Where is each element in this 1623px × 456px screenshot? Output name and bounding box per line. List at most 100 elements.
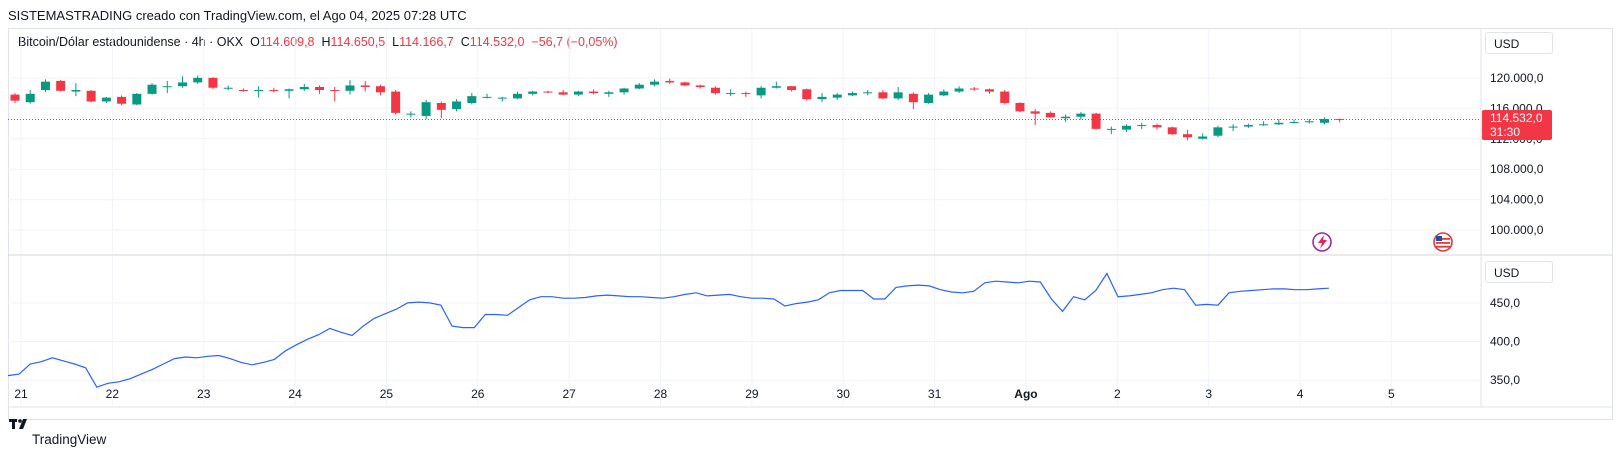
- time-tick-label: 5: [1388, 387, 1395, 401]
- candle-body: [1335, 118, 1345, 120]
- time-tick-label: 31: [928, 387, 942, 401]
- candle-body: [710, 87, 720, 94]
- candle-body: [86, 90, 96, 102]
- candle-body: [1106, 128, 1116, 130]
- candle-body: [650, 81, 660, 85]
- candle-body: [1137, 125, 1147, 127]
- candle-body: [1061, 116, 1071, 119]
- candle-body: [375, 86, 385, 93]
- candle-body: [512, 93, 522, 99]
- open-label: O: [250, 35, 260, 49]
- candle-body: [1015, 102, 1025, 112]
- symbol-name: Bitcoin/Dólar estadounidense · 4h · OKX: [18, 35, 244, 49]
- candle-body: [695, 85, 705, 87]
- time-tick-label: 25: [380, 387, 394, 401]
- candle-body: [452, 101, 462, 110]
- time-axis-ticks: 21 22 23 24 25 26 27 28 29 30 31 Ago 2 3 4 5: [14, 387, 1395, 401]
- candle-body: [589, 91, 599, 94]
- candle-body: [132, 93, 142, 105]
- candle-body: [878, 92, 888, 99]
- candle-body: [802, 89, 812, 100]
- candle-body: [771, 86, 781, 88]
- candle-body: [817, 96, 827, 100]
- candle-body: [117, 96, 127, 104]
- candle-body: [284, 89, 294, 91]
- close-value: 114.532,0: [469, 35, 525, 49]
- candle-body: [908, 93, 918, 103]
- candle-body: [1243, 125, 1253, 127]
- candle-body: [1122, 125, 1132, 130]
- us-flag-event-icon[interactable]: [1433, 232, 1453, 252]
- chart-caption: SISTEMASTRADING creado con TradingView.c…: [8, 8, 467, 23]
- candle-body: [1045, 112, 1055, 118]
- time-tick-label: 30: [837, 387, 851, 401]
- candle-body: [619, 88, 629, 93]
- indicator-tick-label: 350,0: [1490, 373, 1520, 387]
- indicator-line: [7, 272, 1329, 388]
- tradingview-logo-icon: [9, 419, 27, 429]
- candle-body: [604, 92, 614, 94]
- candle-body: [162, 86, 172, 88]
- candle-body: [497, 97, 507, 99]
- candle-body: [847, 93, 857, 96]
- candle-body: [1000, 91, 1010, 103]
- symbol-legend[interactable]: Bitcoin/Dólar estadounidense · 4h · OKX …: [18, 35, 618, 49]
- time-tick-label: 22: [106, 387, 120, 401]
- lightning-event-icon[interactable]: [1312, 232, 1332, 252]
- grid-lines: [8, 29, 1481, 406]
- candle-body: [1030, 111, 1040, 114]
- candle-body: [573, 91, 583, 95]
- low-value: 114.166,7: [399, 35, 454, 49]
- price-tick-label: 120.000,0: [1490, 71, 1544, 85]
- time-tick-label: 23: [197, 387, 211, 401]
- candle-body: [223, 87, 233, 89]
- candle-body: [832, 94, 842, 98]
- chart-frame: [8, 28, 1613, 420]
- candle-body: [939, 91, 949, 96]
- candle-body: [528, 91, 538, 94]
- close-label: C: [460, 35, 470, 49]
- low-label: L: [392, 35, 400, 49]
- time-tick-label: 3: [1205, 387, 1212, 401]
- high-label: H: [321, 35, 331, 49]
- candle-body: [1198, 136, 1208, 139]
- price-unit-button[interactable]: USD: [1485, 32, 1553, 54]
- candle-body: [482, 96, 492, 98]
- candle-body: [1152, 125, 1162, 128]
- time-tick-label: 27: [562, 387, 576, 401]
- candle-body: [177, 82, 187, 87]
- candle-body: [269, 90, 279, 92]
- candle-body: [1228, 126, 1238, 128]
- candle-body: [208, 77, 218, 88]
- candle-body: [954, 88, 964, 92]
- candle-body: [726, 93, 736, 95]
- indicator-axis-ticks: 350,0 400,0 450,0: [1490, 296, 1520, 387]
- candle-body: [330, 90, 340, 92]
- candle-body: [969, 88, 979, 90]
- candle-body: [254, 90, 264, 92]
- candle-body: [391, 91, 401, 113]
- candle-body: [299, 86, 309, 90]
- candles: [10, 75, 1345, 141]
- candle-body: [680, 82, 690, 86]
- candle-body: [787, 86, 797, 91]
- candle-body: [360, 85, 370, 87]
- candle-body: [101, 97, 111, 102]
- high-value: 114.650,5: [330, 35, 386, 49]
- candle-body: [193, 77, 203, 83]
- last-price-badge: 114.532,0 31:30: [1482, 110, 1552, 140]
- candle-body: [71, 90, 81, 92]
- indicator-tick-label: 400,0: [1490, 335, 1520, 349]
- candle-body: [741, 93, 751, 95]
- candle-body: [10, 94, 20, 101]
- candle-body: [421, 102, 431, 116]
- time-tick-label: 4: [1297, 387, 1304, 401]
- time-tick-label: 24: [288, 387, 302, 401]
- time-tick-label: 29: [745, 387, 759, 401]
- indicator-unit-button[interactable]: USD: [1485, 261, 1553, 283]
- candle-body: [315, 86, 325, 91]
- candle-body: [238, 90, 248, 92]
- candle-body: [56, 80, 66, 91]
- candle-body: [1182, 134, 1192, 138]
